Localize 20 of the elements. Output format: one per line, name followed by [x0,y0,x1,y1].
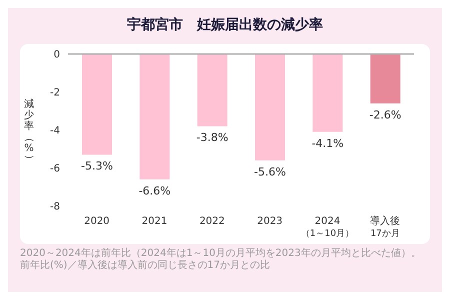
x-tick-label: 2020 [84,216,110,227]
chart-title: 宇都宮市 妊娠届出数の減少率 [126,16,324,35]
x-tick-label: 2023 [257,216,283,227]
text: 2020～2024年は前年比（2024年は1～10月の月平均を2023年の月平均と比べた値）。前年比(%)／導入後は導入前の同じ長さの17か月との比 [20,248,422,272]
y-tick-label: 0 [54,50,60,61]
y-tick-label: -8 [50,202,60,213]
data-label: -6.6% [138,184,171,198]
x-tick-label: 2024 （1～10月） [300,216,354,239]
y-axis-title: 減少率（%） [23,99,35,166]
data-label: -3.8% [196,131,228,144]
y-tick-label: -2 [50,88,60,99]
data-label: -5.3% [81,160,113,173]
data-label: -4.1% [312,136,344,150]
y-tick-label: -4 [50,126,60,137]
x-tick-label: 導入後 17か月 [370,215,400,239]
x-tick-label: 2021 [142,216,168,227]
data-label: -2.6% [369,108,402,122]
x-tick-label: 2022 [199,216,225,227]
data-label: -5.6% [254,165,286,178]
y-tick-label: -6 [50,164,60,175]
